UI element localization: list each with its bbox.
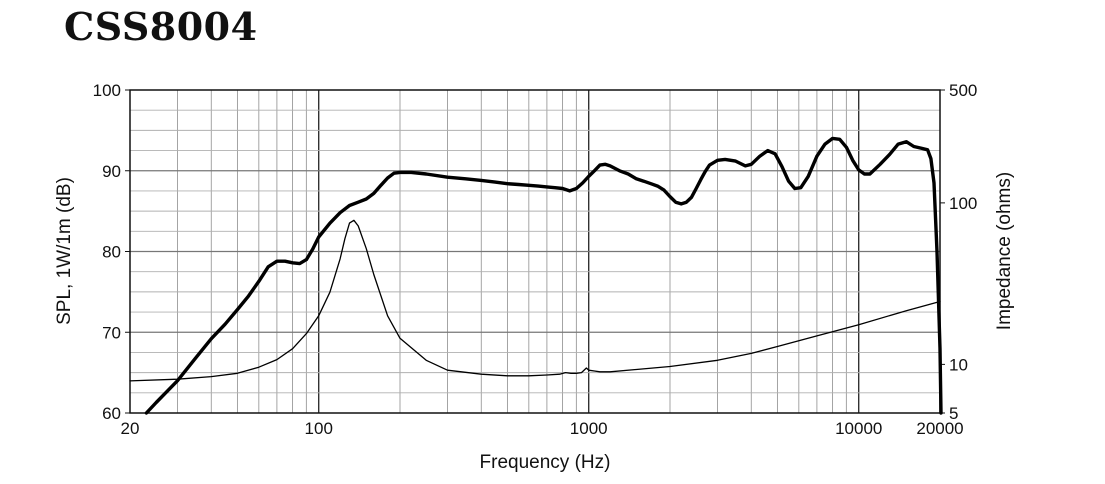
y-axis-label-left: SPL, 1W/1m (dB) [54,177,75,325]
x-tick-label: 10000 [835,419,882,438]
y-right-tick-label: 10 [949,355,968,374]
x-axis-label: Frequency (Hz) [480,452,611,473]
chart-title: CSS8004 [64,4,258,49]
y-tick-label: 90 [102,162,121,181]
y-tick-label: 80 [102,243,121,262]
y-right-tick-label: 100 [949,194,977,213]
series-group [129,136,943,415]
y-tick-label: 100 [93,81,121,100]
x-tick-label: 20000 [916,419,963,438]
y-axis-label-right: Impedance (ohms) [994,172,1015,330]
tick-labels: 20 100 1000 10000 20000 60 70 80 90 100 5 10 100 500 [93,81,978,438]
x-tick-label: 1000 [570,419,608,438]
grid [130,90,940,413]
y-right-tick-label: 5 [949,404,958,423]
y-right-tick-label: 500 [949,81,977,100]
impedance-curve [129,219,941,382]
x-tick-label: 100 [305,419,333,438]
y-tick-label: 70 [102,323,121,342]
spl-curve [144,136,943,415]
x-tick-label: 20 [121,419,140,438]
y-tick-label: 60 [102,404,121,423]
